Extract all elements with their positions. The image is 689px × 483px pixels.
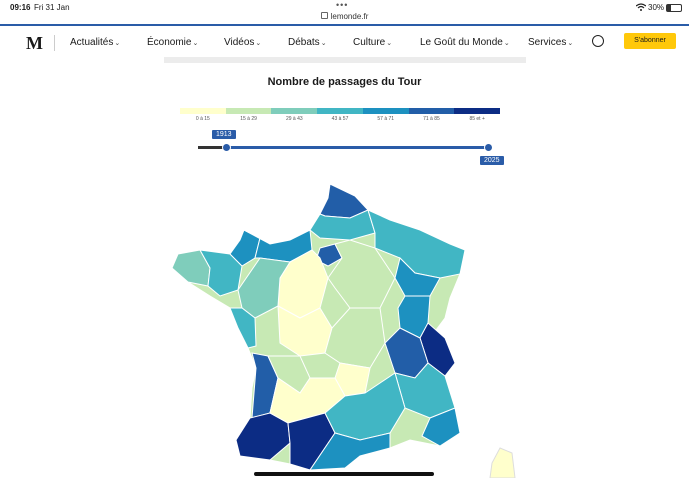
region-bourgogne [327, 239, 396, 309]
slider-start-year: 1913 [212, 130, 236, 139]
year-range-slider[interactable]: 1913 2025 [198, 130, 504, 165]
legend-label: 71 à 85 [423, 116, 440, 122]
slider-track-active [226, 146, 488, 149]
map-svg [171, 183, 516, 479]
legend-item: 15 à 29 [225, 108, 272, 122]
legend-item: 0 à 15 [180, 108, 226, 122]
legend-item: 29 à 43 [271, 108, 318, 122]
nav-item-culture[interactable]: Culture⌄ [353, 37, 393, 48]
status-bar: 09:16 Fri 31 Jan ••• 30% [0, 0, 689, 14]
address-bar[interactable]: lemonde.fr [0, 12, 689, 25]
region-provence [394, 362, 456, 419]
chevron-down-icon: ⌄ [320, 40, 327, 47]
nav-divider [54, 35, 55, 51]
region-vendee [229, 307, 257, 349]
nav-item-videos[interactable]: Vidéos⌄ [224, 37, 262, 48]
content-strip [164, 57, 526, 63]
slider-end-handle[interactable] [484, 143, 493, 152]
map-title: Nombre de passages du Tour [267, 76, 422, 88]
nav-item-actualites[interactable]: Actualités⌄ [70, 37, 121, 48]
region-cote-azur [421, 407, 461, 447]
legend-label: 29 à 43 [285, 116, 303, 122]
france-choropleth-map [160, 178, 520, 479]
legend-label: 57 à 71 [377, 116, 395, 122]
slider-track-inactive [198, 146, 224, 149]
subscribe-button[interactable]: S'abonner [624, 33, 676, 49]
legend-swatch [362, 108, 409, 114]
legend-label: 0 à 15 [195, 116, 210, 122]
chevron-down-icon: ⌄ [192, 40, 199, 47]
slider-start-handle[interactable] [222, 143, 231, 152]
chevron-down-icon: ⌄ [503, 40, 510, 47]
legend-item: 43 à 57 [317, 108, 363, 122]
site-nav: M Actualités⌄ Économie⌄ Vidéos⌄ Débats⌄ … [0, 27, 689, 57]
nav-item-services[interactable]: Services⌄ [528, 37, 574, 48]
legend-swatch [454, 108, 501, 114]
legend-swatch [271, 108, 318, 114]
legend-item: 85 et + [454, 108, 501, 122]
legend-item: 71 à 85 [408, 108, 455, 122]
chevron-down-icon: ⌄ [114, 40, 121, 47]
home-indicator[interactable] [254, 472, 434, 476]
top-accent-line [0, 24, 689, 26]
le-monde-logo[interactable]: M [26, 33, 43, 53]
lock-icon [320, 12, 328, 20]
region-corse [489, 447, 516, 479]
legend-label: 15 à 29 [240, 116, 257, 122]
status-date: Fri 31 Jan [34, 3, 70, 12]
nav-item-economie[interactable]: Économie⌄ [147, 37, 199, 48]
legend-item: 57 à 71 [362, 108, 409, 122]
nav-item-gout-du-monde[interactable]: Le Goût du Monde⌄ [420, 37, 510, 48]
battery-icon [666, 4, 682, 12]
map-legend: 0 à 15 15 à 29 29 à 43 43 à 57 57 à 71 71 à 8… [180, 108, 501, 122]
region-auvergne [324, 307, 386, 369]
legend-swatch [317, 108, 363, 114]
chevron-down-icon: ⌄ [386, 40, 393, 47]
chevron-down-icon: ⌄ [567, 40, 574, 47]
nav-item-debats[interactable]: Débats⌄ [288, 37, 327, 48]
region-pyrenees-orientales [309, 432, 391, 471]
legend-swatch [225, 108, 272, 114]
url-text: lemonde.fr [330, 12, 369, 21]
region-grand-est [367, 209, 466, 279]
legend-label: 85 et + [469, 116, 485, 122]
battery-percent: 30% [648, 3, 665, 12]
wifi-icon [636, 3, 646, 11]
legend-swatch [180, 108, 226, 114]
legend-swatch [408, 108, 455, 114]
status-time: 09:16 [10, 3, 31, 12]
chevron-down-icon: ⌄ [255, 40, 262, 47]
account-icon[interactable] [592, 35, 604, 47]
legend-label: 43 à 57 [331, 116, 349, 122]
multitasking-dots-icon[interactable]: ••• [336, 0, 349, 10]
slider-end-year: 2025 [480, 156, 504, 165]
